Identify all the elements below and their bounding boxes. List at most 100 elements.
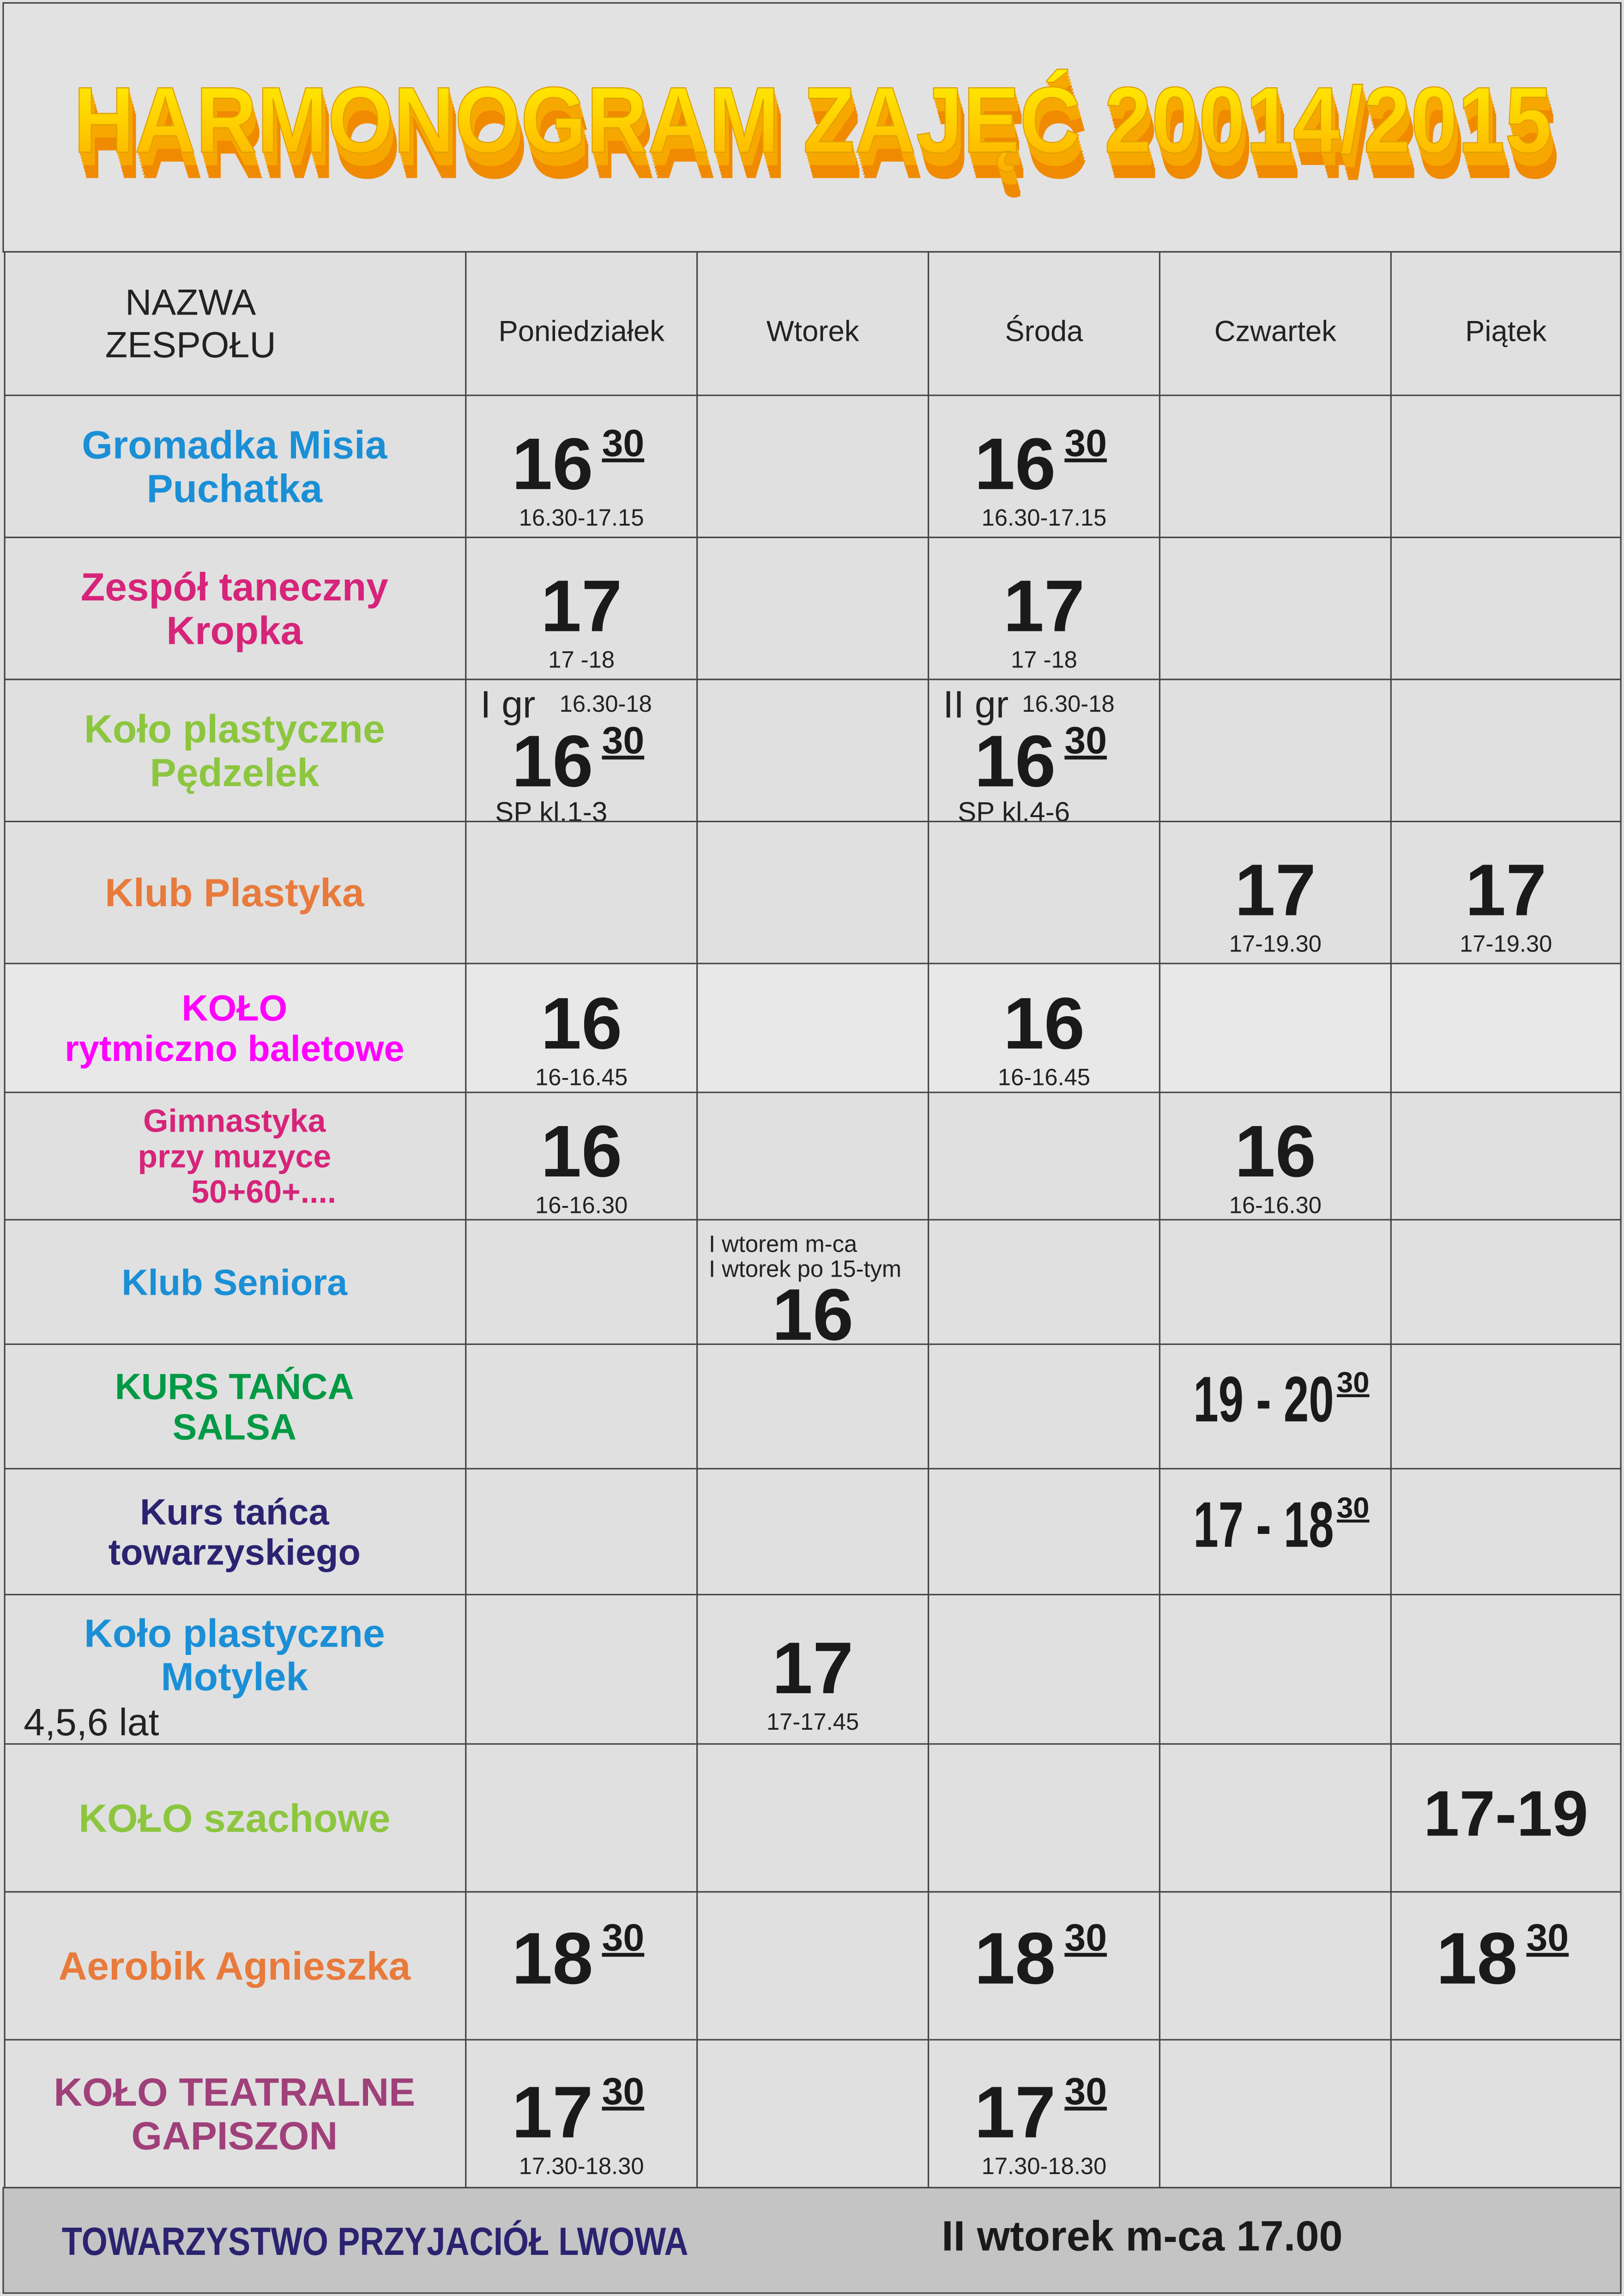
group-name: Zespół taneczny [81,565,388,609]
title-shadow: HARMONOGRAM ZAJĘĆ 20014/2015 [76,77,1555,182]
footer [2,2187,1622,2294]
row-bg [5,1219,1621,1345]
row-bg [5,1344,1621,1469]
time-range: 17 -18 [1011,647,1077,673]
minutes: 30 [602,1916,645,1959]
note-line: I wtorek po 15-tym [709,1255,901,1282]
hour: 17 [1003,565,1085,647]
header-row [5,252,1621,395]
header-name-label: NAZWA [125,282,256,323]
row-bg [5,1468,1621,1595]
minutes: 30 [1337,1492,1370,1524]
footer-right: II wtorek m-ca 17.00 [942,2213,1343,2260]
group-label: II gr [943,683,1008,726]
time-range: 16-16.30 [1229,1192,1322,1218]
group-name: Gromadka Misia [82,424,388,467]
hour: 16 [772,1274,853,1356]
title-band [2,2,1622,253]
day-header: Wtorek [767,315,859,348]
group-name: 50+60+.... [191,1174,336,1210]
hour: 16 [541,1110,622,1192]
hour: 17 [772,1627,853,1709]
hour: 17 [1465,849,1546,931]
group-name: GAPISZON [131,2114,338,2158]
note-line: I wtorem m-ca [709,1231,857,1257]
row-bg [5,1594,1621,1744]
header-name-label: ZESPOŁU [105,324,276,365]
group-name: przy muzyce [138,1138,332,1174]
time-range: 17-19.30 [1229,931,1322,957]
hour: 18 [512,1918,593,1999]
minutes: 30 [1064,422,1107,465]
hour: 18 [1436,1918,1517,1999]
row-bg [5,963,1621,1093]
minutes: 30 [1064,2070,1107,2113]
group-name: Aerobik Agnieszka [59,1945,411,1988]
row-bg [5,537,1621,680]
time-range: 16-16.45 [998,1064,1090,1090]
title-shadow: HARMONOGRAM ZAJĘĆ 20014/2015 [75,74,1554,179]
footer-left: TOWARZYSTWO PRZYJACIÓŁ LWOWA [62,2220,688,2264]
hour: 17-19 [1424,1777,1588,1849]
group-age: 4,5,6 lat [24,1701,159,1744]
time-range: 16-16.30 [535,1192,628,1218]
minutes: 30 [602,719,645,762]
group-name: Kropka [166,609,303,653]
hour: 17 [512,2072,593,2153]
title-shadow: HARMONOGRAM ZAJĘĆ 20014/2015 [79,87,1558,192]
row-bg [5,1092,1621,1220]
minutes: 30 [1527,1916,1569,1959]
group-name: Pędzelek [150,751,320,795]
title: HARMONOGRAM ZAJĘĆ 20014/2015 [73,67,1552,172]
time-range: 16.30-18 [560,691,652,717]
group-name: Gimnastyka [143,1103,326,1139]
group-name: Koło plastyczne [84,1611,385,1655]
minutes: 30 [1337,1367,1370,1399]
time-range: 16.30-17.15 [982,504,1107,531]
title-shadow: HARMONOGRAM ZAJĘĆ 20014/2015 [74,71,1553,176]
hour: 16 [541,982,622,1064]
hour: 17 [541,565,622,647]
group-name: Koło plastyczne [84,708,385,751]
group-name: Kurs tańca [140,1491,330,1532]
day-header: Piątek [1465,315,1546,348]
group-name: towarzyskiego [109,1531,361,1572]
time-range: 17-17.45 [767,1708,859,1735]
group-name: rytmiczno baletowe [65,1028,404,1069]
row-bg [5,1892,1621,2040]
hour: 17 [974,2072,1056,2153]
row-bg [5,679,1621,822]
hour: 16 [974,423,1056,505]
title-shadow: HARMONOGRAM ZAJĘĆ 20014/2015 [77,80,1556,185]
hour: 16 [512,720,593,802]
group-name: Motylek [161,1655,308,1699]
group-name: KURS TAŃCA [115,1366,354,1407]
row-bg [5,821,1621,964]
time-range: 17.30-18.30 [519,2153,644,2179]
group-name: KOŁO TEATRALNE [54,2071,415,2114]
hour: 16 [974,720,1056,802]
title-shadow: HARMONOGRAM ZAJĘĆ 20014/2015 [79,90,1558,195]
hour: 16 [1235,1110,1316,1192]
hour: 16 [1003,982,1085,1064]
group-name: Klub Plastyka [105,871,365,915]
group-name: KOŁO szachowe [78,1797,390,1841]
row-bg [5,1744,1621,1892]
group-label: I gr [480,683,535,726]
day-header: Środa [1005,315,1083,348]
row-bg [5,2040,1621,2188]
day-header: Poniedziałek [498,315,664,348]
time-range: 16-16.45 [535,1064,628,1090]
time-range: 17.30-18.30 [982,2153,1107,2179]
group-name: SALSA [173,1406,297,1447]
minutes: 30 [1064,1916,1107,1959]
hour: 16 [512,423,593,505]
minutes: 30 [1064,719,1107,762]
hour: 17 [1235,849,1316,931]
title-shadow: HARMONOGRAM ZAJĘĆ 20014/2015 [80,93,1559,198]
group-name: Puchatka [147,467,323,511]
time-range: 17 -18 [548,647,615,673]
day-header: Czwartek [1214,315,1336,348]
